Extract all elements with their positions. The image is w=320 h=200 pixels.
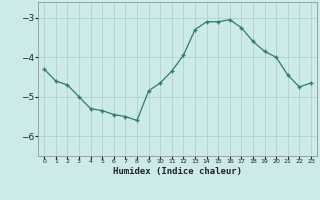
X-axis label: Humidex (Indice chaleur): Humidex (Indice chaleur) [113, 167, 242, 176]
